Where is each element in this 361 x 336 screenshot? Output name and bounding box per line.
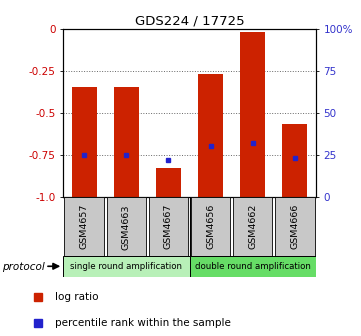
Text: percentile rank within the sample: percentile rank within the sample bbox=[55, 318, 230, 328]
Text: GSM4656: GSM4656 bbox=[206, 204, 215, 250]
Bar bbox=[191, 197, 230, 256]
Bar bbox=[282, 124, 308, 197]
Text: GSM4666: GSM4666 bbox=[290, 204, 299, 250]
Bar bbox=[114, 87, 139, 197]
Bar bbox=[71, 87, 97, 197]
Text: GSM4667: GSM4667 bbox=[164, 204, 173, 250]
Text: protocol: protocol bbox=[2, 262, 44, 272]
Bar bbox=[149, 197, 188, 256]
Bar bbox=[275, 197, 314, 256]
Text: GSM4662: GSM4662 bbox=[248, 204, 257, 250]
Text: GSM4663: GSM4663 bbox=[122, 204, 131, 250]
Text: double round amplification: double round amplification bbox=[195, 262, 310, 271]
Title: GDS224 / 17725: GDS224 / 17725 bbox=[135, 14, 244, 28]
Bar bbox=[106, 197, 146, 256]
Bar bbox=[63, 256, 190, 277]
Text: GSM4657: GSM4657 bbox=[80, 204, 89, 250]
Text: log ratio: log ratio bbox=[55, 292, 98, 302]
Text: single round amplification: single round amplification bbox=[70, 262, 182, 271]
Bar bbox=[156, 168, 181, 197]
Bar bbox=[233, 197, 273, 256]
Bar bbox=[240, 32, 265, 197]
Bar bbox=[198, 74, 223, 197]
Bar bbox=[190, 256, 316, 277]
Bar bbox=[64, 197, 104, 256]
